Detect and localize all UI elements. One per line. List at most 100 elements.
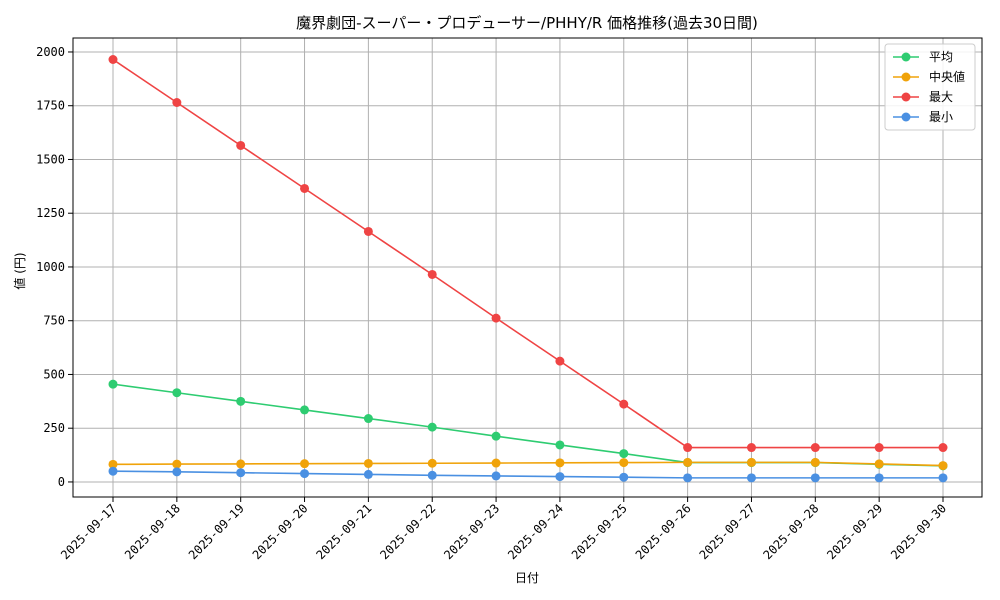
legend-marker bbox=[901, 52, 911, 62]
data-point bbox=[427, 422, 437, 432]
series-0 bbox=[108, 379, 948, 471]
x-tick-label: 2025-09-22 bbox=[377, 501, 438, 562]
data-point bbox=[427, 269, 437, 279]
data-point bbox=[300, 459, 310, 469]
x-axis-label: 日付 bbox=[515, 571, 539, 585]
data-point bbox=[555, 472, 565, 482]
data-point bbox=[555, 440, 565, 450]
data-point bbox=[746, 457, 756, 467]
data-point bbox=[236, 468, 246, 478]
data-point bbox=[491, 471, 501, 481]
data-point bbox=[236, 140, 246, 150]
y-tick-label: 750 bbox=[43, 314, 65, 328]
x-tick-label: 2025-09-28 bbox=[760, 501, 821, 562]
chart-title: 魔界劇団-スーパー・プロデューサー/PHHY/R 価格推移(過去30日間) bbox=[296, 14, 758, 32]
data-point bbox=[555, 458, 565, 468]
x-tick-label: 2025-09-24 bbox=[505, 501, 566, 562]
x-tick-label: 2025-09-21 bbox=[314, 501, 375, 562]
data-point bbox=[363, 469, 373, 479]
data-point bbox=[683, 473, 693, 483]
data-point bbox=[810, 473, 820, 483]
data-point bbox=[491, 431, 501, 441]
x-tick-label: 2025-09-25 bbox=[569, 501, 630, 562]
data-point bbox=[810, 457, 820, 467]
y-tick-label: 250 bbox=[43, 421, 65, 435]
data-point bbox=[108, 466, 118, 476]
data-point bbox=[555, 356, 565, 366]
data-point bbox=[491, 313, 501, 323]
data-point bbox=[619, 399, 629, 409]
y-tick-label: 1500 bbox=[36, 152, 65, 166]
data-point bbox=[108, 54, 118, 64]
series-3 bbox=[108, 466, 948, 483]
data-point bbox=[236, 396, 246, 406]
data-point bbox=[874, 443, 884, 453]
y-axis-label: 値 (円) bbox=[12, 252, 27, 289]
series-line bbox=[112, 58, 943, 449]
x-tick-label: 2025-09-23 bbox=[441, 501, 502, 562]
series-1 bbox=[108, 457, 948, 471]
data-point bbox=[172, 388, 182, 398]
x-tick-label: 2025-09-20 bbox=[250, 501, 311, 562]
data-point bbox=[300, 405, 310, 415]
data-point bbox=[874, 459, 884, 469]
y-tick-label: 0 bbox=[58, 475, 65, 489]
data-point bbox=[300, 469, 310, 479]
data-point bbox=[874, 473, 884, 483]
grid bbox=[73, 38, 982, 497]
data-point bbox=[172, 459, 182, 469]
data-point bbox=[363, 414, 373, 424]
data-point bbox=[683, 443, 693, 453]
data-point bbox=[491, 458, 501, 468]
x-ticks: 2025-09-17 2025-09-18 2025-09-19 2025-09-20… bbox=[58, 497, 949, 562]
data-point bbox=[172, 467, 182, 477]
plot-frame bbox=[72, 37, 983, 498]
data-point bbox=[427, 470, 437, 480]
x-tick-label: 2025-09-27 bbox=[697, 501, 758, 562]
data-point bbox=[363, 226, 373, 236]
legend-label: 最小 bbox=[929, 110, 953, 124]
data-point bbox=[938, 461, 948, 471]
y-tick-label: 500 bbox=[43, 367, 65, 381]
data-point bbox=[172, 97, 182, 107]
data-point bbox=[363, 458, 373, 468]
data-point bbox=[746, 473, 756, 483]
data-point bbox=[619, 458, 629, 468]
y-tick-label: 2000 bbox=[36, 45, 65, 59]
series-line bbox=[112, 461, 944, 467]
x-tick-label: 2025-09-17 bbox=[58, 501, 119, 562]
data-point bbox=[300, 183, 310, 193]
data-point bbox=[938, 473, 948, 483]
series-2 bbox=[108, 54, 948, 453]
data-point bbox=[746, 443, 756, 453]
y-tick-label: 1750 bbox=[36, 99, 65, 113]
data-point bbox=[427, 458, 437, 468]
data-point bbox=[810, 443, 820, 453]
series-line bbox=[112, 470, 943, 479]
x-tick-label: 2025-09-19 bbox=[186, 501, 247, 562]
legend-label: 中央値 bbox=[929, 69, 965, 84]
x-tick-label: 2025-09-18 bbox=[122, 501, 183, 562]
legend-marker bbox=[901, 112, 911, 122]
data-point bbox=[683, 457, 693, 467]
legend-marker bbox=[901, 72, 911, 82]
data-point bbox=[108, 459, 118, 469]
series-group bbox=[108, 54, 948, 483]
data-point bbox=[619, 472, 629, 482]
legend-marker bbox=[901, 92, 911, 102]
data-point bbox=[938, 443, 948, 453]
x-tick-label: 2025-09-29 bbox=[824, 501, 885, 562]
y-tick-label: 1000 bbox=[36, 260, 65, 274]
data-point bbox=[619, 449, 629, 459]
legend-label: 平均 bbox=[929, 50, 953, 64]
x-tick-label: 2025-09-30 bbox=[888, 501, 949, 562]
data-point bbox=[236, 459, 246, 469]
legend-label: 最大 bbox=[929, 90, 953, 104]
x-tick-label: 2025-09-26 bbox=[633, 501, 694, 562]
y-tick-label: 1250 bbox=[36, 206, 65, 220]
y-ticks: 0 250 500 750 1000 1250 1500 1750 2000 bbox=[36, 45, 73, 489]
data-point bbox=[108, 379, 118, 389]
series-line bbox=[112, 383, 944, 467]
